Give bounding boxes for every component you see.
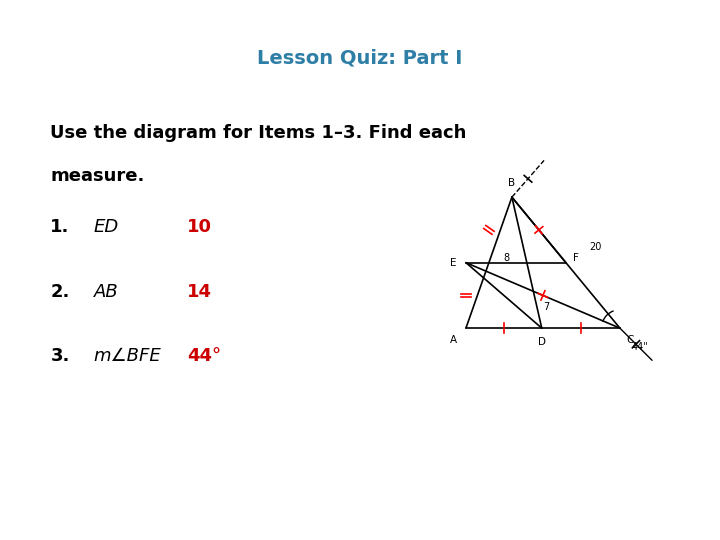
Text: m∠BFE: m∠BFE	[94, 347, 161, 366]
Text: AB: AB	[94, 282, 118, 301]
Text: 10: 10	[187, 218, 212, 236]
Text: B: B	[508, 178, 516, 188]
Text: E: E	[450, 258, 456, 268]
Text: C: C	[627, 335, 634, 345]
Text: 3.: 3.	[50, 347, 70, 366]
Text: 44": 44"	[631, 342, 648, 352]
Text: F: F	[573, 253, 579, 263]
Text: Use the diagram for Items 1–3. Find each: Use the diagram for Items 1–3. Find each	[50, 124, 467, 142]
Text: measure.: measure.	[50, 167, 145, 185]
Text: 20: 20	[590, 241, 602, 252]
Text: ED: ED	[94, 218, 119, 236]
Text: 2.: 2.	[50, 282, 70, 301]
Text: 8: 8	[504, 253, 510, 263]
Text: 1.: 1.	[50, 218, 70, 236]
Text: 44°: 44°	[187, 347, 221, 366]
Text: D: D	[538, 338, 546, 347]
Text: A: A	[449, 335, 456, 345]
Text: 14: 14	[187, 282, 212, 301]
Text: Lesson Quiz: Part I: Lesson Quiz: Part I	[257, 49, 463, 68]
Text: 7: 7	[543, 302, 549, 313]
